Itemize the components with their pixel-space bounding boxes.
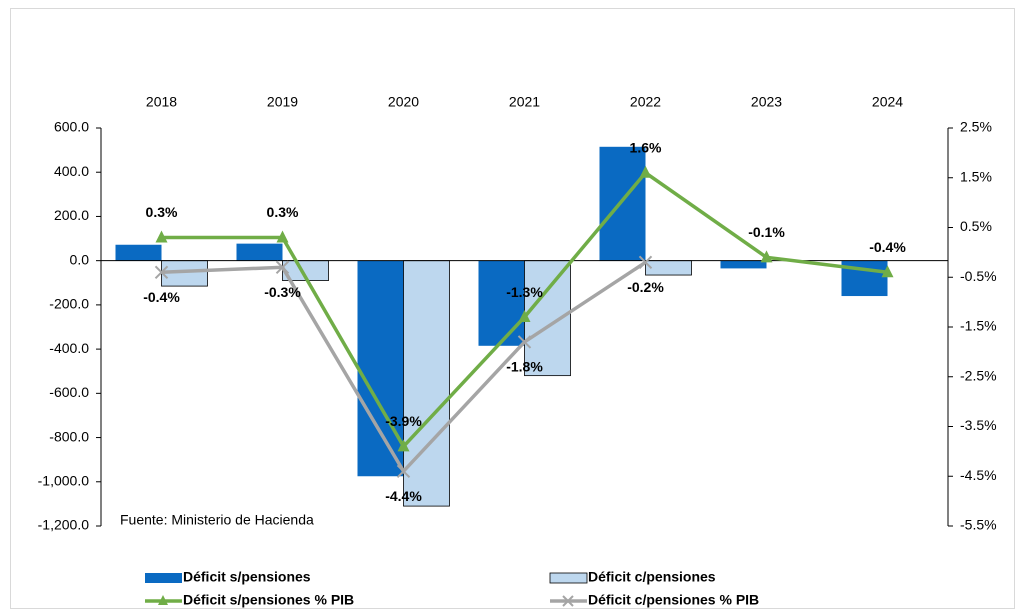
data-label: -0.4% <box>143 289 180 305</box>
x-tick-label: 2021 <box>509 94 540 110</box>
marker <box>275 260 290 275</box>
y2-tick-label: -5.5% <box>960 517 997 533</box>
legend-marker <box>158 595 168 605</box>
y2-tick-label: -0.5% <box>960 268 997 284</box>
y2-tick-label: 2.5% <box>960 119 992 135</box>
marker <box>881 265 894 278</box>
data-label: 1.6% <box>630 139 662 155</box>
marker <box>397 439 410 452</box>
data-label: -4.4% <box>385 488 422 504</box>
x-tick-label: 2022 <box>630 94 661 110</box>
y-tick-label: -1,000.0 <box>38 472 90 488</box>
legend-label: Déficit c/pensiones <box>588 569 716 585</box>
bar <box>236 243 283 261</box>
y-tick-label: -800.0 <box>49 428 89 444</box>
bar <box>403 260 450 507</box>
bar <box>357 260 404 477</box>
legend-swatch <box>145 573 182 583</box>
x-tick-label: 2024 <box>872 94 903 110</box>
y2-tick-label: -4.5% <box>960 467 997 483</box>
y2-tick-label: -2.5% <box>960 367 997 383</box>
bar <box>478 260 525 346</box>
y-tick-label: -1,200.0 <box>38 517 90 533</box>
bar <box>720 260 767 269</box>
data-label: -0.1% <box>748 224 785 240</box>
x-tick-label: 2019 <box>267 94 298 110</box>
x-tick-label: 2018 <box>146 94 177 110</box>
y2-tick-label: -1.5% <box>960 318 997 334</box>
data-label: -0.4% <box>869 239 906 255</box>
y2-tick-label: -3.5% <box>960 417 997 433</box>
legend-label: Déficit s/pensiones <box>183 569 311 585</box>
data-label: 0.3% <box>146 204 178 220</box>
legend-label: Déficit c/pensiones % PIB <box>588 592 759 608</box>
y-tick-label: -600.0 <box>49 384 89 400</box>
legend-swatch <box>549 572 588 584</box>
y2-tick-label: 0.5% <box>960 218 992 234</box>
bar <box>115 244 162 261</box>
legend-marker <box>562 595 574 607</box>
marker <box>639 165 652 178</box>
y-tick-label: 0.0 <box>70 251 90 267</box>
bar <box>599 146 646 261</box>
data-label: -0.3% <box>264 284 301 300</box>
y-tick-label: -200.0 <box>49 296 89 312</box>
marker <box>517 335 532 349</box>
marker <box>155 230 168 243</box>
data-label: 0.3% <box>267 204 299 220</box>
legend-label: Déficit s/pensiones % PIB <box>183 592 354 608</box>
source-note: Fuente: Ministerio de Hacienda <box>120 512 314 528</box>
y-tick-label: 600.0 <box>54 119 89 135</box>
data-label: -1.3% <box>506 284 543 300</box>
marker <box>154 265 169 279</box>
x-tick-label: 2020 <box>388 94 419 110</box>
bar <box>645 260 692 276</box>
y-tick-label: 400.0 <box>54 163 89 179</box>
marker <box>638 255 653 270</box>
marker <box>276 230 289 243</box>
data-label: -1.8% <box>506 359 543 375</box>
data-label: -0.2% <box>627 279 664 295</box>
y2-tick-label: 1.5% <box>960 168 992 184</box>
x-tick-label: 2023 <box>751 94 782 110</box>
y-tick-label: 200.0 <box>54 207 89 223</box>
marker <box>396 464 411 478</box>
y-tick-label: -400.0 <box>49 340 89 356</box>
marker <box>518 310 531 323</box>
data-label: -3.9% <box>385 413 422 429</box>
marker <box>760 250 773 263</box>
